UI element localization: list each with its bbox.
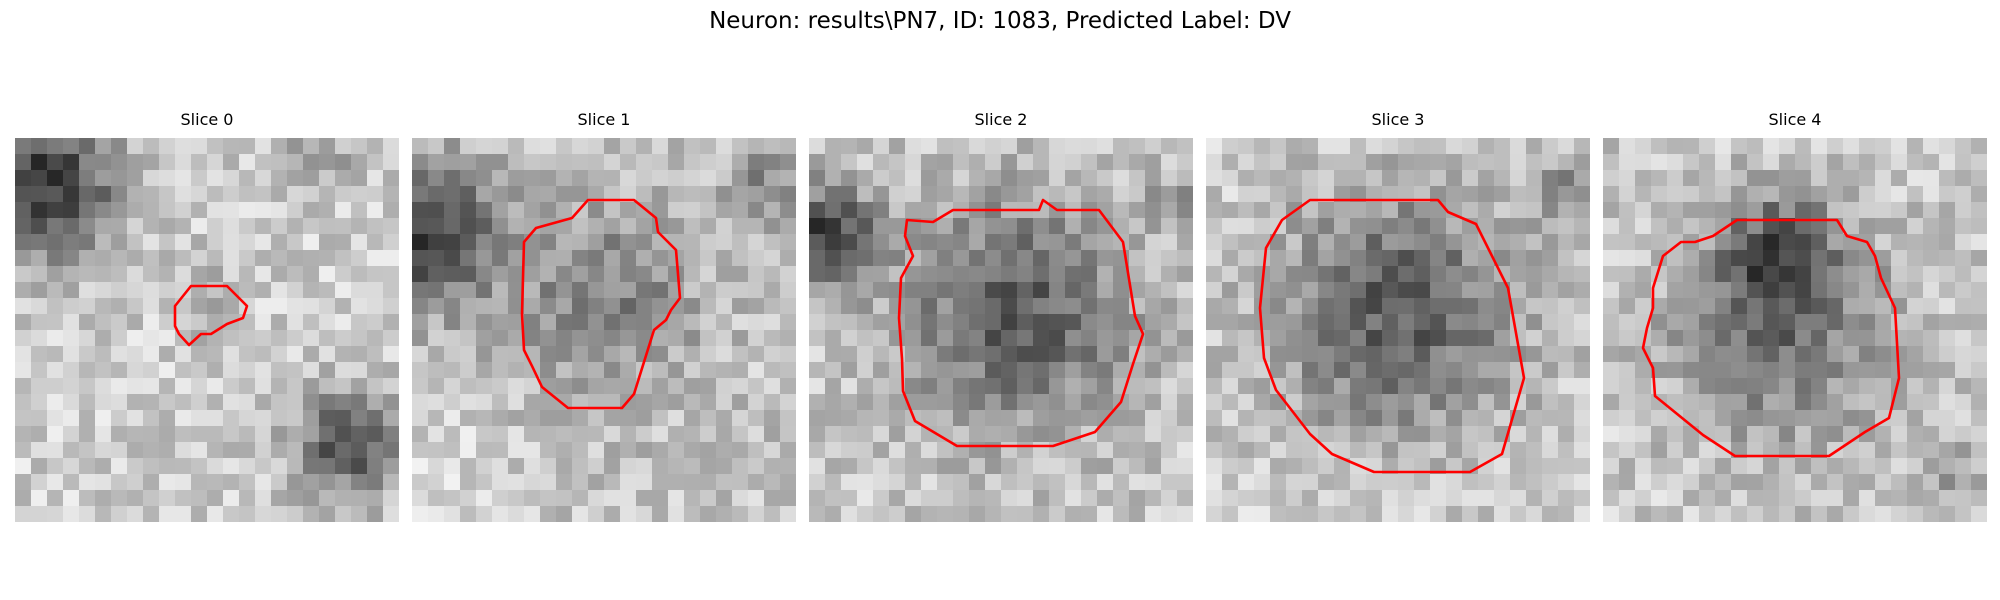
slice-pixels-1 — [412, 138, 796, 522]
neuron-contour-2 — [897, 198, 1145, 448]
neuron-contour-1 — [520, 198, 682, 410]
slice-panel-0: Slice 0 — [15, 110, 399, 522]
slice-image-2 — [809, 138, 1193, 522]
slice-pixels-4 — [1603, 138, 1987, 522]
neuron-contour-4 — [1641, 218, 1901, 458]
slice-title-1: Slice 1 — [577, 110, 631, 129]
slice-image-4 — [1603, 138, 1987, 522]
slice-pixels-2 — [809, 138, 1193, 522]
slice-title-4: Slice 4 — [1768, 110, 1822, 129]
slice-image-3 — [1206, 138, 1590, 522]
slice-image-0 — [15, 138, 399, 522]
neuron-contour-0 — [173, 284, 249, 347]
neuron-contour-3 — [1258, 198, 1526, 474]
slice-panel-2: Slice 2 — [809, 110, 1193, 522]
slice-title-3: Slice 3 — [1371, 110, 1425, 129]
figure-title: Neuron: results\PN7, ID: 1083, Predicted… — [709, 8, 1291, 34]
slice-image-1 — [412, 138, 796, 522]
slice-pixels-3 — [1206, 138, 1590, 522]
slice-title-2: Slice 2 — [974, 110, 1028, 129]
slice-panel-3: Slice 3 — [1206, 110, 1590, 522]
slice-panel-4: Slice 4 — [1603, 110, 1987, 522]
slice-pixels-0 — [15, 138, 399, 522]
slice-panel-1: Slice 1 — [412, 110, 796, 522]
slice-title-0: Slice 0 — [180, 110, 234, 129]
